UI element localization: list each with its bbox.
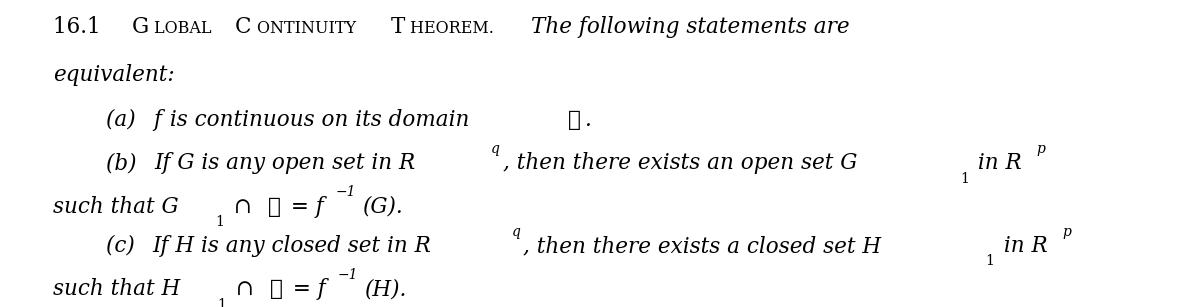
Text: in R: in R: [997, 235, 1048, 257]
Text: , then there exists a closed set H: , then there exists a closed set H: [524, 235, 882, 257]
Text: −1: −1: [338, 268, 358, 282]
Text: C: C: [235, 16, 252, 37]
Text: = f: = f: [286, 278, 326, 300]
Text: 16.1: 16.1: [53, 16, 114, 37]
Text: 1: 1: [218, 298, 226, 307]
Text: ∩: ∩: [226, 196, 258, 218]
Text: f: f: [153, 109, 161, 131]
Text: 𝔇: 𝔇: [270, 278, 282, 300]
Text: HEOREM.: HEOREM.: [410, 20, 504, 37]
Text: such that H: such that H: [53, 278, 180, 300]
Text: 1: 1: [960, 172, 969, 186]
Text: .: .: [584, 109, 591, 131]
Text: If H is any closed set in R: If H is any closed set in R: [152, 235, 431, 257]
Text: (G).: (G).: [361, 196, 403, 218]
Text: such that G: such that G: [53, 196, 179, 218]
Text: 𝔇: 𝔇: [267, 196, 280, 218]
Text: (a): (a): [106, 109, 142, 131]
Text: ONTINUITY: ONTINUITY: [257, 20, 361, 37]
Text: If G is any open set in R: If G is any open set in R: [154, 152, 415, 174]
Text: equivalent:: equivalent:: [53, 64, 174, 86]
Text: (H).: (H).: [364, 278, 406, 300]
Text: = f: = f: [284, 196, 324, 218]
Text: p: p: [1037, 142, 1046, 156]
Text: LOBAL: LOBAL: [154, 20, 217, 37]
Text: , then there exists an open set G: , then there exists an open set G: [503, 152, 857, 174]
Text: The following statements are: The following statements are: [531, 16, 850, 37]
Text: q: q: [491, 142, 500, 156]
Text: (b): (b): [106, 152, 144, 174]
Text: −1: −1: [335, 185, 355, 200]
Text: 1: 1: [215, 215, 224, 229]
Text: (c): (c): [106, 235, 141, 257]
Text: 𝔇: 𝔇: [567, 109, 580, 131]
Text: p: p: [1062, 225, 1071, 239]
Text: ∩: ∩: [228, 278, 260, 300]
Text: 1: 1: [985, 255, 995, 269]
Text: G: G: [132, 16, 149, 37]
Text: in R: in R: [971, 152, 1022, 174]
Text: is continuous on its domain: is continuous on its domain: [164, 109, 477, 131]
Text: q: q: [512, 225, 520, 239]
Text: T: T: [391, 16, 405, 37]
